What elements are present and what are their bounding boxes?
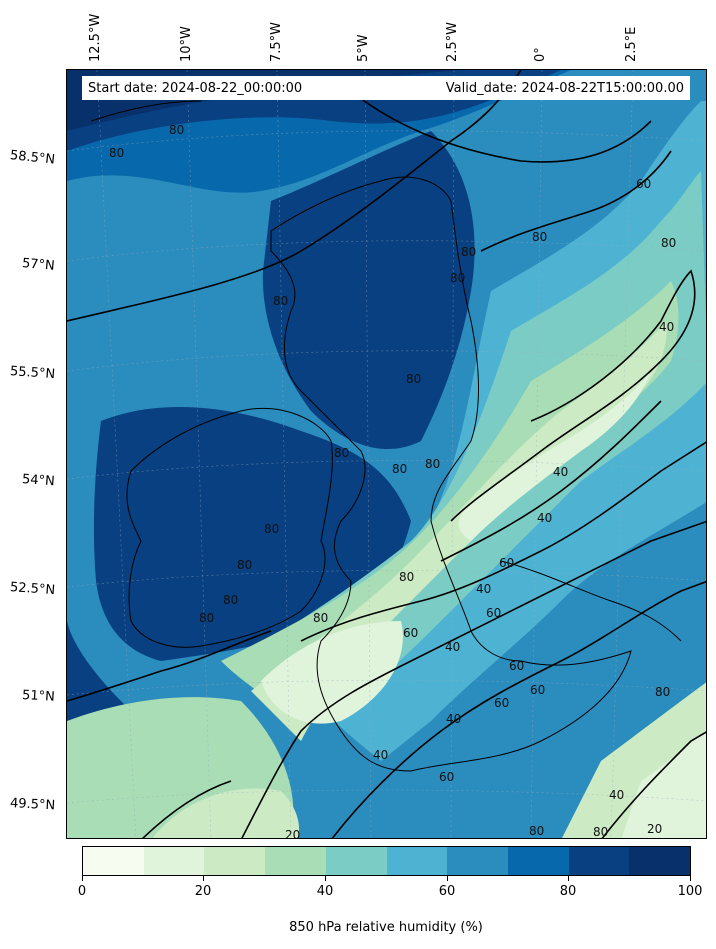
colorbar-segment-7 xyxy=(507,847,569,875)
lon-label-12.5w: 12.5°W xyxy=(88,13,103,62)
contour-label: 80 xyxy=(593,825,608,839)
contour-label: 80 xyxy=(392,462,407,476)
humidity-band-10-20 xyxy=(261,371,706,838)
lat-label-55.5n: 55.5°N xyxy=(9,364,56,383)
contour-label: 80 xyxy=(199,611,214,625)
contour-label: 80 xyxy=(529,824,544,838)
lon-label-5w: 5°W xyxy=(356,34,371,62)
colorbar-segment-6 xyxy=(447,847,508,875)
contour-label: 60 xyxy=(509,659,524,673)
colorbar-segment-0 xyxy=(83,847,144,875)
lon-label-7.5w: 7.5°W xyxy=(269,21,284,62)
contour-label: 40 xyxy=(609,788,624,802)
lon-label-2.5e: 2.5°E xyxy=(624,26,639,62)
contour-lines xyxy=(67,70,706,838)
lat-label-54n: 54°N xyxy=(21,472,56,490)
contour-label: 80 xyxy=(237,558,252,572)
contour-label: 40 xyxy=(553,465,568,479)
colorbar-tick xyxy=(325,876,326,881)
lat-label-57n: 57°N xyxy=(21,256,56,274)
contour-label: 80 xyxy=(273,294,288,308)
colorbar-label-0: 0 xyxy=(77,884,87,899)
contour-label: 60 xyxy=(636,177,651,191)
start-date-label: Start date: 2024-08-22_00:00:00 xyxy=(88,80,303,96)
contour-label: 40 xyxy=(476,582,491,596)
contour-label: 80 xyxy=(450,271,465,285)
lat-label-52.5n: 52.5°N xyxy=(9,580,56,599)
contour-label-group: 80 80 80 80 80 80 80 80 80 80 80 80 80 8… xyxy=(109,123,676,839)
contour-label: 80 xyxy=(532,230,547,244)
contour-label: 40 xyxy=(446,712,461,726)
contour-label: 40 xyxy=(537,511,552,525)
contour-label: 80 xyxy=(406,372,421,386)
contour-label: 60 xyxy=(494,696,509,710)
contour-label: 80 xyxy=(313,611,328,625)
colorbar xyxy=(82,846,691,876)
contour-label: 40 xyxy=(373,748,388,762)
lat-label-58.5n: 58.5°N xyxy=(9,148,56,168)
colorbar-label-80: 80 xyxy=(559,884,577,899)
contour-label: 80 xyxy=(425,457,440,471)
coastlines xyxy=(90,100,682,772)
contour-label: 80 xyxy=(109,146,124,160)
colorbar-tick xyxy=(568,876,569,881)
colorbar-segment-8 xyxy=(568,847,630,875)
lat-label-49.5n: 49.5°N xyxy=(9,796,56,814)
colorbar-label-60: 60 xyxy=(438,884,456,899)
date-header: Start date: 2024-08-22_00:00:00 Valid_da… xyxy=(82,76,690,100)
colorbar-tick xyxy=(690,876,691,881)
contour-label: 80 xyxy=(655,685,670,699)
lon-label-10w: 10°W xyxy=(179,26,194,62)
colorbar-tick xyxy=(447,876,448,881)
colorbar-segment-9 xyxy=(629,847,691,875)
contour-label: 60 xyxy=(439,770,454,784)
colorbar-segment-1 xyxy=(143,847,205,875)
contour-label: 80 xyxy=(461,245,476,259)
contour-label: 60 xyxy=(486,606,501,620)
colorbar-title: 850 hPa relative humidity (%) xyxy=(289,920,483,935)
scotland-high-humidity xyxy=(262,131,475,450)
contour-label: 60 xyxy=(499,556,514,570)
contour-label: 60 xyxy=(530,683,545,697)
colorbar-label-20: 20 xyxy=(194,884,212,899)
contour-label: 20 xyxy=(285,828,300,839)
contour-label: 80 xyxy=(661,236,676,250)
contour-label: 80 xyxy=(169,123,184,137)
colorbar-segment-2 xyxy=(204,847,266,875)
valid-date-label: Valid_date: 2024-08-22T15:00:00.00 xyxy=(445,80,684,96)
colorbar-tick xyxy=(203,876,204,881)
contour-label: 40 xyxy=(445,640,460,654)
contour-label: 60 xyxy=(403,626,418,640)
humidity-band-40-50 xyxy=(251,171,706,711)
colorbar-label-40: 40 xyxy=(316,884,334,899)
lat-label-51n: 51°N xyxy=(21,688,56,705)
colorbar-segment-3 xyxy=(265,847,326,875)
contour-label: 80 xyxy=(223,593,238,607)
humidity-map: 80 80 80 80 80 80 80 80 80 80 80 80 80 8… xyxy=(66,69,707,839)
contour-label: 80 xyxy=(399,570,414,584)
colorbar-segment-4 xyxy=(325,847,387,875)
humidity-map-canvas: 80 80 80 80 80 80 80 80 80 80 80 80 80 8… xyxy=(67,70,706,839)
humidity-band-30-40 xyxy=(67,281,679,838)
contour-label: 80 xyxy=(264,522,279,536)
lon-label-2.5w: 2.5°W xyxy=(445,21,460,62)
contour-label: 80 xyxy=(334,446,349,460)
contour-label: 40 xyxy=(659,320,674,334)
contour-label: 20 xyxy=(647,822,662,836)
colorbar-tick xyxy=(82,876,83,881)
lon-label-0: 0° xyxy=(533,47,548,62)
colorbar-segment-5 xyxy=(386,847,448,875)
colorbar-label-100: 100 xyxy=(677,884,703,899)
